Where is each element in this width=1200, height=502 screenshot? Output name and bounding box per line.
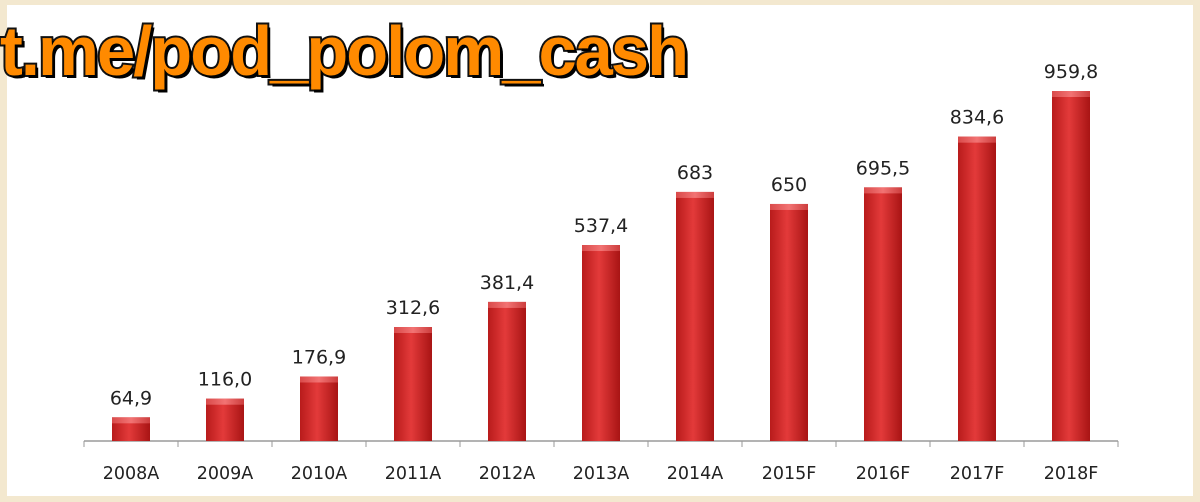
bar-2012A (488, 301, 526, 441)
data-label-2015F: 650 (771, 174, 807, 196)
bar-2009A (206, 398, 244, 441)
data-label-2010A: 176,9 (292, 346, 346, 368)
bar-2013A (582, 245, 620, 441)
bar-cap-2008A (112, 417, 150, 424)
bar-cap-2012A (488, 301, 526, 308)
bar-cap-2010A (300, 376, 338, 383)
data-label-2014A: 683 (677, 162, 713, 184)
watermark-text: t.me/pod_polom_cash (0, 10, 691, 92)
bar-cap-2015F (770, 203, 808, 210)
x-tick-label-2015F: 2015F (762, 464, 817, 484)
x-tick-label-2010A: 2010A (291, 464, 348, 484)
bar-cap-2017F (958, 136, 996, 143)
bar-2015F (770, 203, 808, 441)
bar-cap-2011A (394, 327, 432, 334)
x-tick-label-2014A: 2014A (667, 464, 724, 484)
bar-cap-2018F (1052, 91, 1090, 97)
bar-cap-2014A (676, 191, 714, 198)
data-label-2013A: 537,4 (574, 215, 628, 237)
data-label-2009A: 116,0 (198, 369, 252, 391)
x-tick-label-2011A: 2011A (385, 464, 442, 484)
x-tick-label-2009A: 2009A (197, 464, 254, 484)
data-label-2018F: 959,8 (1044, 61, 1098, 83)
x-tick-label-2016F: 2016F (856, 464, 911, 484)
x-tick-label-2013A: 2013A (573, 464, 630, 484)
bar-2017F (958, 136, 996, 442)
x-tick-label-2008A: 2008A (103, 464, 160, 484)
bar-2016F (864, 187, 902, 441)
bar-2011A (394, 327, 432, 441)
data-label-2016F: 695,5 (856, 157, 910, 179)
data-label-2017F: 834,6 (950, 107, 1004, 129)
x-tick-label-2018F: 2018F (1044, 464, 1099, 484)
bar-cap-2009A (206, 398, 244, 405)
data-label-2008A: 64,9 (110, 387, 152, 409)
x-tick-label-2012A: 2012A (479, 464, 536, 484)
bar-2014A (676, 191, 714, 441)
data-label-2011A: 312,6 (386, 297, 440, 319)
bar-cap-2013A (582, 245, 620, 252)
bar-2018F (1052, 91, 1090, 441)
bar-2010A (300, 376, 338, 441)
data-label-2012A: 381,4 (480, 272, 534, 294)
x-tick-label-2017F: 2017F (950, 464, 1005, 484)
bar-cap-2016F (864, 187, 902, 194)
